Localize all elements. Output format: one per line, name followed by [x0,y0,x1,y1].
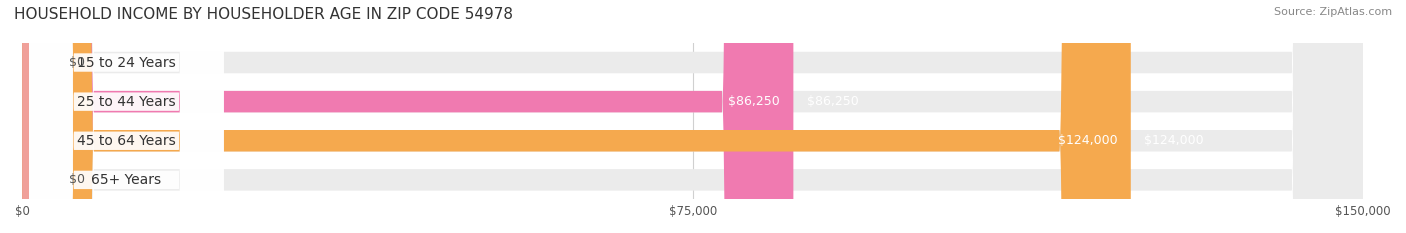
Text: $124,000: $124,000 [1057,134,1118,147]
FancyBboxPatch shape [22,0,1364,233]
Text: Source: ZipAtlas.com: Source: ZipAtlas.com [1274,7,1392,17]
Text: $0: $0 [69,56,86,69]
FancyBboxPatch shape [30,0,224,233]
FancyBboxPatch shape [22,0,56,233]
Text: HOUSEHOLD INCOME BY HOUSEHOLDER AGE IN ZIP CODE 54978: HOUSEHOLD INCOME BY HOUSEHOLDER AGE IN Z… [14,7,513,22]
FancyBboxPatch shape [30,0,224,233]
Text: $124,000: $124,000 [1144,134,1204,147]
Text: $0: $0 [69,173,86,186]
Text: $86,250: $86,250 [728,95,780,108]
FancyBboxPatch shape [22,0,1364,233]
Text: 25 to 44 Years: 25 to 44 Years [77,95,176,109]
Text: $86,250: $86,250 [807,95,859,108]
FancyBboxPatch shape [22,0,1130,233]
Text: 15 to 24 Years: 15 to 24 Years [77,55,176,69]
FancyBboxPatch shape [22,0,1364,233]
FancyBboxPatch shape [22,0,793,233]
FancyBboxPatch shape [30,0,224,233]
Text: 65+ Years: 65+ Years [91,173,162,187]
FancyBboxPatch shape [30,0,224,233]
Text: 45 to 64 Years: 45 to 64 Years [77,134,176,148]
FancyBboxPatch shape [22,0,56,233]
FancyBboxPatch shape [22,0,1364,233]
